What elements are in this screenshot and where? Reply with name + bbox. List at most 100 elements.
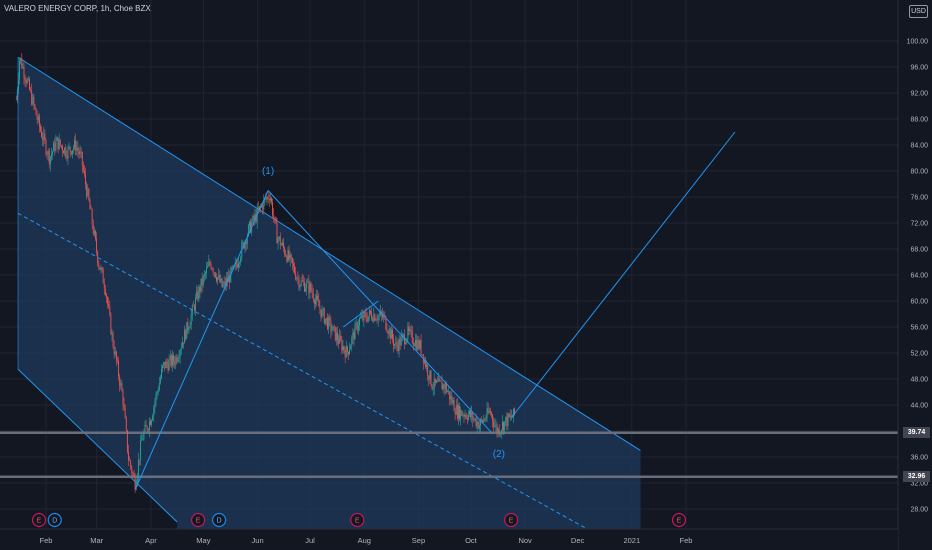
candle-body	[442, 384, 444, 390]
candle-body	[36, 115, 38, 120]
candle-body	[166, 361, 168, 365]
wave-lines[interactable]	[134, 131, 736, 490]
time-axis[interactable]: Feb Mar Apr May Jun Jul Aug Sep Oct Nov Dec 2021 Feb	[40, 536, 693, 545]
candle-body	[284, 247, 286, 255]
candle-body	[397, 345, 399, 352]
time-axis-panel[interactable]	[0, 529, 898, 550]
price-axis-panel[interactable]	[898, 0, 932, 550]
candle-body	[474, 418, 476, 420]
candle-body	[294, 266, 296, 274]
candle-body	[246, 235, 248, 245]
time-tick-label: Oct	[465, 536, 478, 545]
candle-body	[163, 362, 165, 366]
price-tick-label: 52.00	[910, 351, 928, 358]
candle-body	[86, 184, 88, 197]
candle-body	[288, 250, 290, 260]
candle-body	[323, 308, 325, 324]
time-tick-label: Mar	[90, 536, 103, 545]
candle-body	[476, 421, 478, 427]
wave-line	[267, 190, 493, 434]
channel-lower-line[interactable]	[17, 368, 178, 523]
candle-body	[359, 318, 360, 326]
price-tick-label: 84.00	[910, 143, 928, 150]
candle-body	[504, 421, 506, 431]
price-tick-label: 60.00	[910, 299, 928, 306]
candle-body	[208, 261, 210, 267]
currency-label[interactable]: USD	[909, 5, 928, 18]
price-tick-label: 32.00	[910, 481, 928, 488]
candle-body	[146, 426, 148, 430]
candle-body	[509, 415, 511, 417]
candle-body	[295, 273, 297, 279]
price-label-32-96: 32.96	[903, 471, 930, 483]
candle-body	[113, 346, 115, 355]
candle-body	[382, 314, 384, 318]
candle-body	[38, 116, 40, 127]
candle-body	[201, 278, 203, 285]
candle-body	[352, 332, 354, 338]
candle-body	[79, 151, 81, 155]
candle-body	[264, 198, 266, 200]
candle-body	[514, 408, 516, 415]
candle-body	[225, 278, 227, 286]
candle-body	[175, 357, 177, 365]
candle-body	[95, 230, 96, 239]
candle-body	[385, 316, 387, 330]
candle-body	[141, 439, 143, 441]
candle-body	[207, 266, 209, 268]
candle-body	[107, 297, 109, 304]
candle-body	[218, 274, 220, 278]
candle-body	[198, 286, 200, 300]
candle-body	[328, 317, 330, 329]
candle-body	[119, 376, 121, 386]
candle-body	[53, 142, 55, 152]
candle-body	[351, 337, 353, 346]
candle-body	[467, 414, 469, 420]
candle-body	[221, 278, 223, 287]
candle-body	[378, 314, 380, 316]
candle-body	[132, 473, 134, 474]
candle-body	[355, 322, 357, 325]
candle-body	[430, 370, 432, 386]
candle-body	[78, 150, 80, 155]
candle-body	[357, 325, 359, 331]
candle-body	[92, 224, 94, 234]
candle-body	[334, 326, 336, 341]
candle-body	[342, 346, 344, 351]
candle-body	[273, 215, 275, 218]
candle-body	[202, 275, 204, 285]
price-axis[interactable]: 100.00 96.00 92.00 88.00 84.00 80.00 76.00 72.0…	[907, 39, 929, 514]
candle-body	[420, 340, 422, 355]
candle-body	[267, 196, 269, 200]
price-label-39-74: 39.74	[903, 427, 930, 439]
candle-body	[238, 263, 239, 268]
candle-body	[496, 424, 498, 434]
candle-body	[137, 459, 139, 476]
candle-body	[428, 375, 430, 380]
candle-body	[489, 411, 491, 413]
candle-body	[478, 425, 480, 429]
candle-body	[320, 309, 322, 318]
candle-body	[498, 428, 500, 435]
candle-body	[349, 349, 351, 355]
candle-body	[423, 359, 425, 363]
candle-body	[299, 285, 301, 288]
candle-body	[392, 329, 393, 340]
candle-body	[477, 421, 479, 429]
price-tick-label: 56.00	[910, 325, 928, 332]
candle-body	[493, 421, 495, 427]
candle-body	[199, 286, 201, 292]
candle-body	[466, 417, 468, 420]
candle-body	[189, 325, 191, 329]
candle-body	[90, 209, 92, 210]
candle-body	[340, 335, 342, 340]
candle-body	[179, 350, 181, 357]
candle-body	[257, 207, 259, 210]
candle-body	[24, 77, 26, 81]
candle-body	[362, 315, 364, 321]
candle-body	[434, 378, 436, 383]
candle-body	[134, 476, 136, 490]
candle-body	[432, 388, 434, 390]
